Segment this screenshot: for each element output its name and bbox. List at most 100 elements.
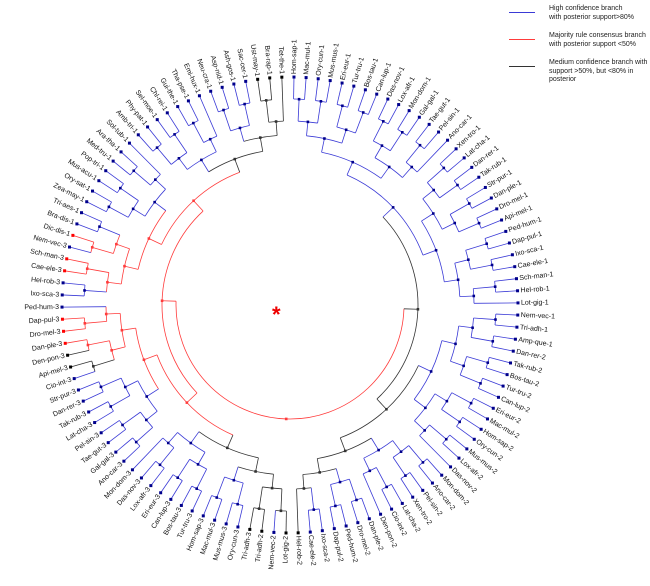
legend-line-low <box>509 39 535 40</box>
branch <box>143 354 158 361</box>
branch <box>473 286 496 290</box>
leaf-label: Hel-rob-3 <box>31 277 61 287</box>
branch <box>150 467 165 486</box>
leaf-marker <box>454 147 458 151</box>
leaf-marker <box>449 465 453 469</box>
branch <box>199 95 218 137</box>
node-marker <box>323 137 326 140</box>
node-marker <box>490 263 494 267</box>
leaf-marker <box>462 156 466 160</box>
branch <box>470 264 493 270</box>
leaf-marker <box>91 189 95 193</box>
branch <box>419 435 451 468</box>
leaf-label: Amp-que-1 <box>518 337 553 349</box>
branch <box>177 106 189 126</box>
leaf-label: Ixo-sca-2 <box>319 533 330 563</box>
branch <box>87 268 109 273</box>
node-marker <box>192 121 195 125</box>
node-marker <box>232 478 236 482</box>
branch-arc <box>175 301 405 420</box>
node-marker <box>104 312 108 316</box>
leaf-marker <box>72 377 76 381</box>
leaf-label: Cae-ele-1 <box>517 258 549 270</box>
branch <box>397 110 410 130</box>
leaf-marker <box>316 77 320 81</box>
node-marker <box>400 131 404 134</box>
node-marker <box>222 108 225 112</box>
leaf-marker <box>130 468 134 472</box>
legend: High confidence branch with posterior su… <box>505 0 650 83</box>
leaf-marker <box>470 165 474 169</box>
leaf-marker <box>390 507 394 511</box>
branch <box>84 320 107 324</box>
node-marker <box>467 258 470 261</box>
leaf-marker <box>417 115 421 119</box>
leaf-marker <box>352 84 356 88</box>
node-marker <box>121 423 124 427</box>
node-marker <box>257 507 261 510</box>
branch <box>372 121 384 142</box>
node-marker <box>160 299 164 303</box>
branch <box>362 473 381 515</box>
branch <box>132 208 146 217</box>
branch <box>441 409 460 423</box>
leaf-label: Cae-ele-2 <box>307 535 317 566</box>
leaf-marker <box>496 395 500 399</box>
node-marker <box>145 418 148 422</box>
branch <box>223 109 231 131</box>
branch <box>321 138 325 153</box>
legend-item-medium: Medium confidence branch with support >5… <box>505 56 650 83</box>
branch <box>269 77 273 100</box>
node-marker <box>361 111 365 114</box>
leaf-label: Tri-adh-3 <box>241 532 253 561</box>
branch <box>478 388 499 398</box>
branch <box>259 137 264 152</box>
branch <box>122 411 141 426</box>
leaf-marker <box>516 289 520 293</box>
legend-item-low: Majority rule consensus branch with post… <box>505 29 650 54</box>
branch <box>495 313 518 316</box>
node-marker <box>131 207 135 211</box>
leaf-marker <box>106 441 110 445</box>
branch <box>135 427 153 443</box>
branch <box>315 78 319 101</box>
branch <box>439 148 457 165</box>
leaf-marker <box>363 88 367 92</box>
leaf-marker <box>495 207 499 211</box>
branch <box>107 429 127 443</box>
leaf-label: Ixo-sca-3 <box>30 290 59 298</box>
leaf-marker <box>99 431 103 435</box>
leaf-marker <box>232 82 236 86</box>
node-marker <box>115 242 118 246</box>
node-marker <box>83 322 87 325</box>
branch <box>413 399 426 409</box>
branch <box>108 206 129 218</box>
node-marker <box>279 509 283 513</box>
leaf-marker <box>504 229 508 233</box>
branch <box>471 197 492 209</box>
branch <box>86 201 107 213</box>
branch <box>64 270 87 275</box>
leaf-marker <box>477 175 481 179</box>
leaf-marker <box>127 141 131 145</box>
node-marker <box>387 165 391 169</box>
leaf-label: Dan-ple-3 <box>31 341 63 353</box>
branch <box>405 144 421 163</box>
branch <box>378 98 389 120</box>
branch <box>336 82 343 105</box>
branch <box>121 327 136 331</box>
leaf-marker <box>367 517 371 521</box>
node-marker <box>462 364 465 368</box>
leaf-marker <box>491 406 495 410</box>
leaf-marker <box>176 105 180 109</box>
leaf-label: Cae-ele-3 <box>31 263 63 275</box>
node-marker <box>494 318 497 321</box>
leaf-marker <box>430 481 434 485</box>
leaf-marker <box>209 89 213 93</box>
branch <box>316 458 321 473</box>
branch <box>484 231 506 239</box>
leaf-label: Dro-mel-2 <box>355 525 371 557</box>
branch <box>258 486 263 509</box>
branch <box>339 437 346 452</box>
